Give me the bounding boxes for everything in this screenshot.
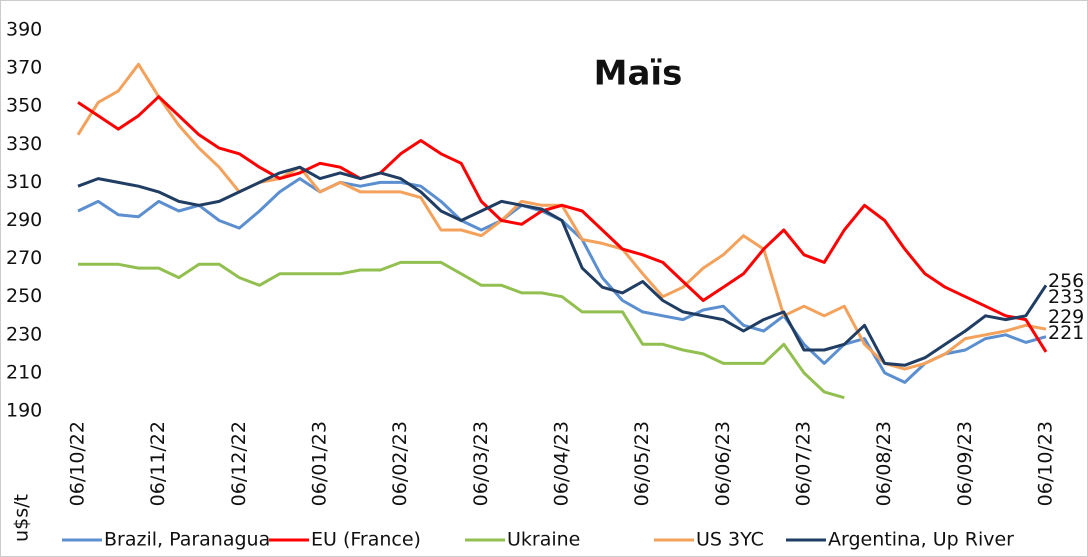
- y-axis-label: u$s/t: [11, 494, 33, 542]
- chart-title: Maïs: [594, 54, 683, 94]
- x-tick-label: 06/01/23: [309, 421, 331, 506]
- y-tick-label: 210: [6, 361, 42, 383]
- end-label: 221: [1048, 322, 1084, 344]
- y-tick-label: 350: [6, 95, 42, 117]
- legend-label: Brazil, Paranagua: [104, 529, 270, 551]
- y-tick-label: 330: [6, 133, 42, 155]
- x-tick-label: 06/03/23: [470, 421, 492, 506]
- end-label: 233: [1048, 286, 1084, 308]
- y-tick-label: 290: [6, 209, 42, 231]
- x-tick-label: 06/02/23: [389, 421, 411, 506]
- x-tick-label: 06/04/23: [551, 421, 573, 506]
- x-tick-label: 06/05/23: [631, 421, 653, 506]
- x-tick-label: 06/10/22: [67, 421, 89, 506]
- y-tick-label: 370: [6, 57, 42, 79]
- x-tick-label: 06/12/22: [228, 421, 250, 506]
- x-tick-label: 06/06/23: [712, 421, 734, 506]
- x-tick-label: 06/09/23: [954, 421, 976, 506]
- end-label: 229: [1048, 306, 1084, 328]
- y-tick-label: 250: [6, 285, 42, 307]
- end-label: 256: [1048, 270, 1084, 292]
- x-tick-label: 06/07/23: [793, 421, 815, 506]
- series-line: [77, 165, 1048, 367]
- series-line: [78, 260, 845, 400]
- x-tick-label: 06/11/22: [147, 421, 169, 506]
- y-tick-label: 310: [6, 171, 42, 193]
- y-tick-label: 190: [6, 400, 42, 422]
- y-tick-label: 230: [6, 323, 42, 345]
- y-tick-label: 390: [6, 19, 42, 41]
- series-line: [77, 95, 1048, 353]
- x-tick-label: 06/10/23: [1035, 421, 1057, 506]
- legend-label: US 3YC: [696, 529, 764, 551]
- legend-label: Argentina, Up River: [828, 529, 1014, 551]
- legend-label: EU (France): [311, 529, 421, 551]
- legend-label: Ukraine: [507, 529, 580, 551]
- x-tick-label: 06/08/23: [873, 421, 895, 506]
- y-tick-label: 270: [6, 247, 42, 269]
